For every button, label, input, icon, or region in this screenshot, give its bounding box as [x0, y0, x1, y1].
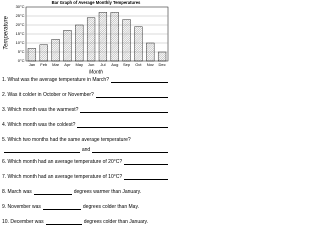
x-tick-label: Aug: [111, 62, 118, 67]
answer-blank: [80, 107, 168, 113]
question-text: 6. Which month had an average temperatur…: [2, 159, 123, 165]
x-tick-label: Feb: [40, 62, 48, 67]
bar: [86, 17, 96, 62]
y-tick-label: 30°C: [16, 4, 25, 9]
question-text: 1. What was the average temperature in M…: [2, 77, 109, 83]
y-tick-label: 15°C: [16, 31, 25, 36]
x-tick-label: May: [75, 62, 83, 67]
question-text: 5. Which two months had the same average…: [2, 137, 131, 143]
answer-blank: [124, 159, 168, 165]
bar: [39, 44, 48, 62]
y-tick-label: 5°C: [18, 49, 25, 54]
answer-blank: [33, 189, 72, 195]
bar: [98, 12, 108, 62]
x-tick-label: Nov: [147, 62, 154, 67]
bar: [146, 42, 155, 62]
question-text: and: [81, 147, 91, 153]
question-text: 9. November was: [2, 204, 41, 210]
question-text: degrees colder than May.: [82, 204, 139, 210]
answer-blank: [42, 204, 81, 210]
answer-blank: [4, 147, 80, 153]
question-text: degrees warmer than January.: [73, 189, 142, 195]
question-text: 7. Which month had an average temperatur…: [2, 174, 123, 180]
y-tick-label: 25°C: [16, 13, 25, 18]
x-tick-label: Dec: [159, 62, 166, 67]
bar: [157, 51, 167, 62]
question: 4. Which month was the coldest?: [2, 122, 170, 137]
y-tick-label: 0°C: [18, 58, 25, 63]
question: 10. December was degrees colder than Janu…: [2, 219, 170, 234]
x-tick-label: Jul: [100, 62, 105, 67]
question: 2. Was it colder in October or November?: [2, 92, 170, 107]
question: 9. November was degrees colder than May.: [2, 204, 170, 219]
y-tick-label: 10°C: [16, 40, 25, 45]
question-text: 3. Which month was the warmest?: [2, 107, 79, 113]
bar: [27, 48, 37, 62]
chart-title: Bar Graph of Average Monthly Temperature…: [52, 0, 141, 5]
question: 3. Which month was the warmest?: [2, 107, 170, 122]
answer-blank: [92, 147, 168, 153]
x-tick-label: Oct: [135, 62, 142, 67]
x-tick-label: Jun: [88, 62, 94, 67]
question-text: 2. Was it colder in October or November?: [2, 92, 94, 98]
x-axis-label: Month: [89, 69, 103, 75]
bar: [63, 30, 72, 62]
question: 8. March was degrees warmer than January.: [2, 189, 170, 204]
x-tick-label: Apr: [64, 62, 71, 67]
question: 5. Which two months had the same average…: [2, 137, 170, 159]
x-tick-label: Jan: [29, 62, 35, 67]
bar: [134, 26, 143, 62]
bar: [110, 12, 119, 62]
question-text: 10. December was: [2, 219, 44, 225]
question: 1. What was the average temperature in M…: [2, 77, 170, 92]
answer-blank: [45, 219, 82, 225]
answer-blank: [95, 92, 168, 98]
question-text: 4. Which month was the coldest?: [2, 122, 76, 128]
page: Bar Graph of Average Monthly Temperature…: [2, 0, 169, 225]
bar: [75, 24, 84, 62]
answer-blank: [124, 174, 168, 180]
answer-blank: [77, 122, 168, 128]
question-text: degrees colder than January.: [83, 219, 149, 225]
question-text: 8. March was: [2, 189, 32, 195]
answer-blank: [111, 77, 168, 83]
y-axis-label: Temperature: [4, 15, 10, 49]
question: 7. Which month had an average temperatur…: [2, 174, 170, 189]
x-tick-label: Sep: [123, 62, 131, 67]
x-tick-label: Mar: [52, 62, 60, 67]
bar: [122, 19, 131, 62]
question: 6. Which month had an average temperatur…: [2, 159, 170, 174]
y-tick-label: 20°C: [16, 22, 25, 27]
bar: [51, 39, 60, 62]
chart: Bar Graph of Average Monthly Temperature…: [4, 0, 169, 75]
questions: 1. What was the average temperature in M…: [2, 77, 170, 234]
